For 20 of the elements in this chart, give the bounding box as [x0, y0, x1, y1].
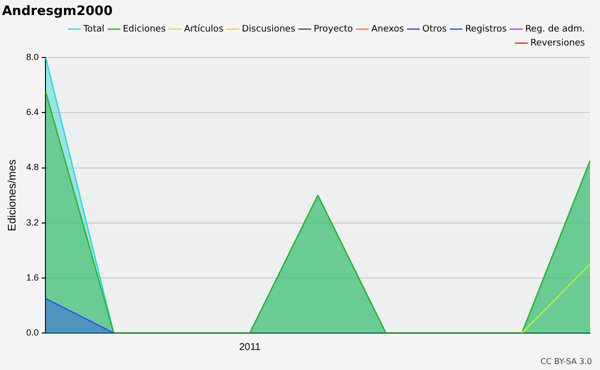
y-tick-label: 4.8 [26, 162, 39, 172]
legend-label: Registros [465, 24, 508, 34]
legend-label: Anexos [371, 24, 404, 34]
y-axis-title: Ediciones/mes [6, 159, 19, 232]
y-tick-label: 3.2 [26, 217, 39, 228]
chart-title: Andresgm2000 [2, 4, 113, 20]
legend-label: Otros [422, 24, 448, 34]
text: CC BY-SA 3.0 [540, 357, 592, 366]
y-tick-label: 8.0 [26, 52, 39, 62]
y-tick-label: 0.0 [26, 327, 39, 338]
legend-label: Discusiones [242, 24, 296, 34]
legend-label: Total [82, 24, 104, 34]
legend-label: Ediciones [122, 24, 166, 34]
y-tick-label: 1.6 [26, 272, 39, 282]
legend-label: Artículos [184, 23, 224, 34]
x-tick-label: 2011 [239, 342, 262, 353]
legend-label: Reg. de adm. [525, 24, 586, 34]
legend-label: Proyecto [314, 24, 354, 34]
legend-label: Reversiones [530, 38, 586, 48]
y-tick-label: 6.4 [26, 107, 39, 118]
